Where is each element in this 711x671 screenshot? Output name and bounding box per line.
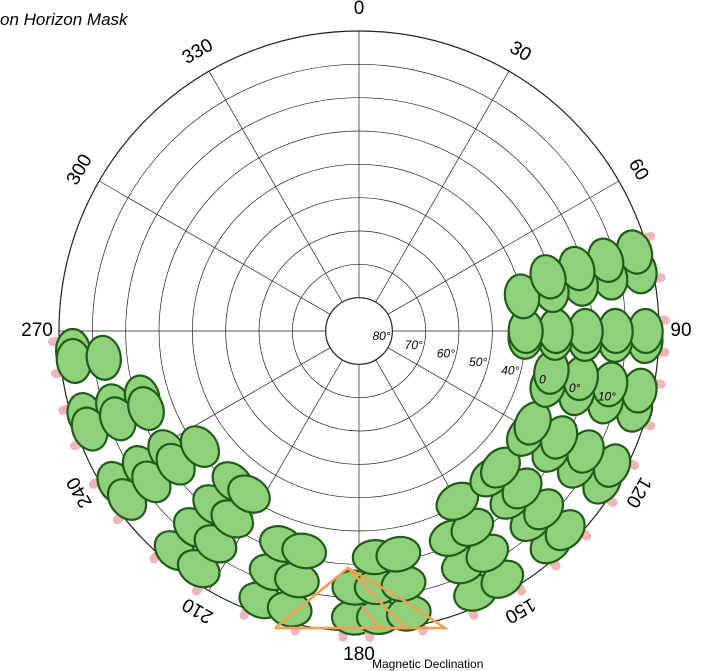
chart-title: on Horizon Mask xyxy=(0,10,128,29)
elevation-labels: 80° 70° 60° 50° 40° 0 0° 10° xyxy=(372,329,616,403)
spoke-300 xyxy=(99,180,331,315)
east-tree-foliage-13-27 xyxy=(529,254,567,300)
elevation-label-4: 40° xyxy=(501,364,519,378)
west-tree-foliage-9-18 xyxy=(281,532,328,570)
azimuth-label-30: 30 xyxy=(506,37,535,66)
azimuth-label-0: 0 xyxy=(354,0,365,19)
declination-marker xyxy=(274,566,450,630)
elevation-label-1: 70° xyxy=(405,338,423,352)
east-tree-foliage-1-18 xyxy=(375,535,422,573)
elevation-label-6: 0° xyxy=(569,381,581,395)
west-tree-foliage-5-27 xyxy=(179,425,221,468)
azimuth-label-150: 150 xyxy=(501,593,539,627)
elevation-label-2: 60° xyxy=(437,346,455,360)
azimuth-label-90: 90 xyxy=(670,320,691,341)
azimuth-label-210: 210 xyxy=(179,593,217,627)
elevation-label-3: 50° xyxy=(469,355,487,369)
spoke-330 xyxy=(208,71,343,303)
declination-triangle-left xyxy=(274,566,408,630)
west-tree-foliage-7-27 xyxy=(227,474,271,514)
azimuth-label-120: 120 xyxy=(621,473,655,511)
spoke-30 xyxy=(375,71,510,303)
west-tree-foliage-3-18 xyxy=(127,386,165,431)
azimuth-label-300: 300 xyxy=(63,151,97,189)
horizon-mask xyxy=(48,229,670,642)
azimuth-label-60: 60 xyxy=(624,155,653,184)
azimuth-label-240: 240 xyxy=(63,473,97,511)
declination-label: Magnetic Declination xyxy=(372,657,484,671)
azimuth-label-330: 330 xyxy=(179,35,217,69)
spoke-60 xyxy=(387,180,619,315)
declination-triangle-right xyxy=(347,566,450,630)
elevation-label-7: 10° xyxy=(598,390,616,404)
elevation-label-5: 0 xyxy=(539,372,546,386)
azimuth-label-270: 270 xyxy=(21,320,53,341)
elevation-label-0: 80° xyxy=(372,329,390,343)
azimuth-label-180: 180 xyxy=(343,644,375,665)
west-tree-foliage-1-9 xyxy=(85,334,122,381)
